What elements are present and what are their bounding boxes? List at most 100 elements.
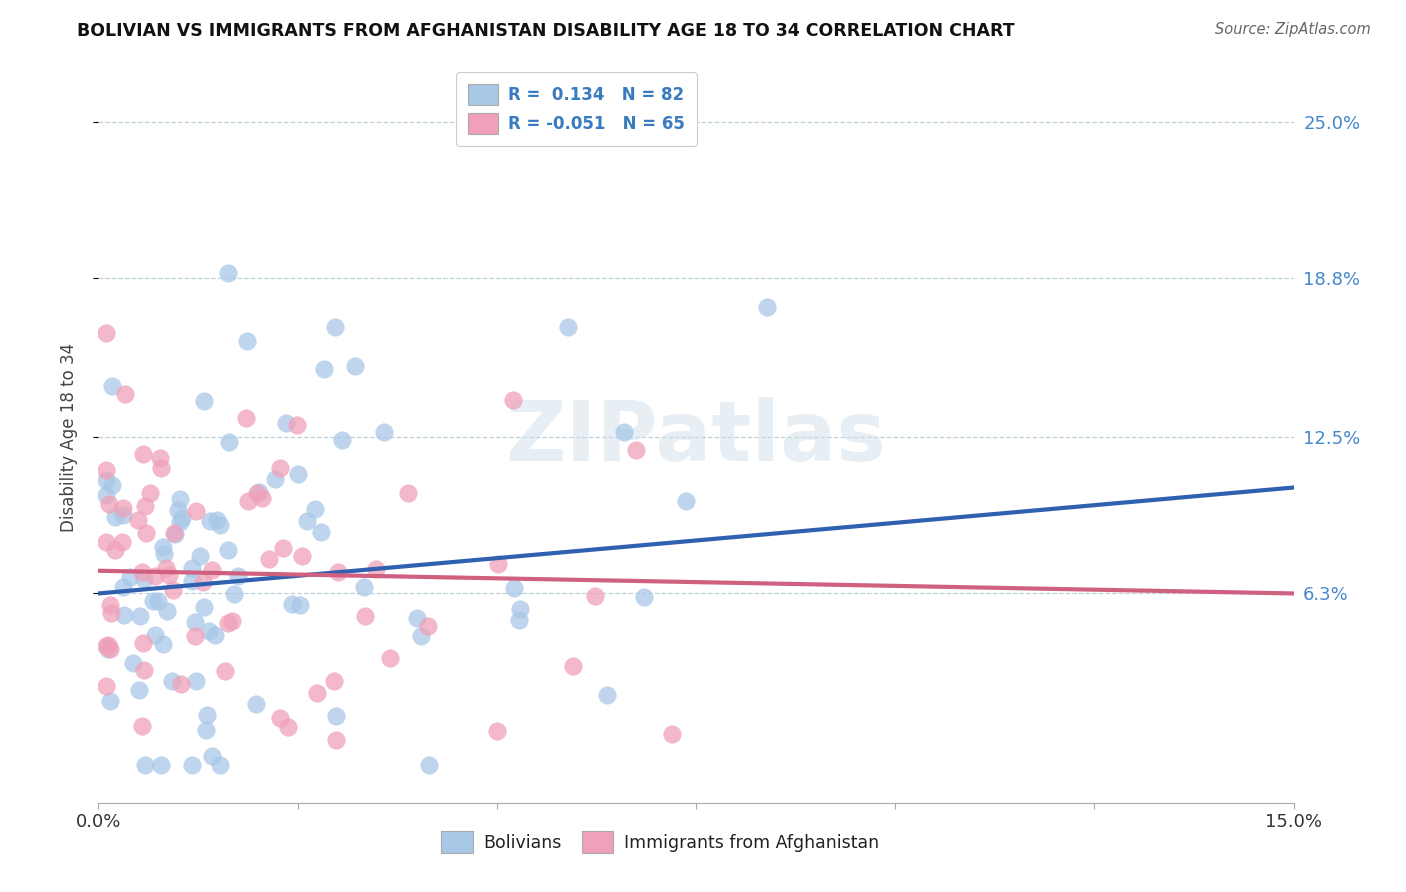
Point — [205, 513, 228, 527]
Point — [281, 597, 304, 611]
Point — [134, 758, 156, 772]
Point — [201, 749, 224, 764]
Point — [156, 604, 179, 618]
Point — [509, 601, 531, 615]
Point — [170, 677, 193, 691]
Point — [96, 463, 118, 477]
Point — [96, 473, 118, 487]
Point — [236, 493, 259, 508]
Point — [276, 416, 298, 430]
Point — [226, 568, 249, 582]
Point — [201, 563, 224, 577]
Point — [204, 628, 226, 642]
Point — [325, 733, 347, 747]
Point — [146, 594, 169, 608]
Point — [214, 665, 236, 679]
Point — [100, 478, 122, 492]
Point — [120, 570, 142, 584]
Point — [143, 628, 166, 642]
Point — [246, 486, 269, 500]
Point — [624, 443, 647, 458]
Point — [304, 502, 326, 516]
Point — [163, 525, 186, 540]
Point — [330, 434, 353, 448]
Point — [143, 568, 166, 582]
Point — [502, 392, 524, 407]
Point — [263, 472, 285, 486]
Point — [112, 607, 135, 622]
Y-axis label: Disability Age 18 to 34: Disability Age 18 to 34 — [59, 343, 77, 532]
Point — [155, 561, 177, 575]
Point — [297, 514, 319, 528]
Point — [169, 515, 191, 529]
Point — [557, 320, 579, 334]
Point — [247, 484, 270, 499]
Point — [191, 575, 214, 590]
Point — [96, 487, 118, 501]
Point — [100, 606, 122, 620]
Point — [354, 609, 377, 624]
Point — [217, 266, 239, 280]
Point — [172, 511, 194, 525]
Point — [288, 599, 311, 613]
Point — [508, 613, 530, 627]
Point — [157, 568, 180, 582]
Point — [364, 562, 387, 576]
Point — [195, 723, 218, 737]
Point — [152, 637, 174, 651]
Point — [583, 589, 606, 603]
Point — [418, 618, 440, 632]
Point — [561, 659, 583, 673]
Point — [486, 557, 509, 571]
Point — [181, 574, 204, 588]
Point — [142, 594, 165, 608]
Point — [197, 708, 219, 723]
Text: ZIPatlas: ZIPatlas — [506, 397, 886, 477]
Point — [149, 450, 172, 465]
Point — [149, 461, 172, 475]
Point — [675, 493, 697, 508]
Point — [269, 461, 291, 475]
Point — [209, 517, 232, 532]
Point — [169, 492, 191, 507]
Legend: Bolivians, Immigrants from Afghanistan: Bolivians, Immigrants from Afghanistan — [434, 823, 886, 860]
Point — [152, 541, 174, 555]
Point — [373, 425, 395, 439]
Point — [134, 572, 156, 586]
Point — [98, 497, 121, 511]
Point — [756, 300, 779, 314]
Point — [167, 502, 190, 516]
Point — [661, 727, 683, 741]
Point — [406, 611, 429, 625]
Point — [97, 642, 120, 657]
Point — [250, 491, 273, 505]
Point — [127, 513, 149, 527]
Point — [285, 418, 308, 433]
Point — [193, 394, 215, 409]
Point — [122, 656, 145, 670]
Point — [184, 503, 207, 517]
Point — [111, 535, 134, 549]
Point — [613, 425, 636, 439]
Point — [129, 609, 152, 624]
Point — [217, 543, 239, 558]
Point — [183, 629, 205, 643]
Point — [100, 642, 122, 657]
Point — [132, 636, 155, 650]
Point — [134, 500, 156, 514]
Point — [271, 541, 294, 556]
Point — [633, 591, 655, 605]
Point — [200, 514, 222, 528]
Point — [132, 447, 155, 461]
Point — [193, 600, 215, 615]
Point — [326, 566, 349, 580]
Point — [312, 361, 335, 376]
Point — [309, 524, 332, 539]
Point — [97, 638, 120, 652]
Point — [269, 710, 291, 724]
Point — [101, 379, 124, 393]
Point — [112, 580, 135, 594]
Point — [418, 758, 440, 772]
Point — [291, 549, 314, 564]
Point — [411, 629, 433, 643]
